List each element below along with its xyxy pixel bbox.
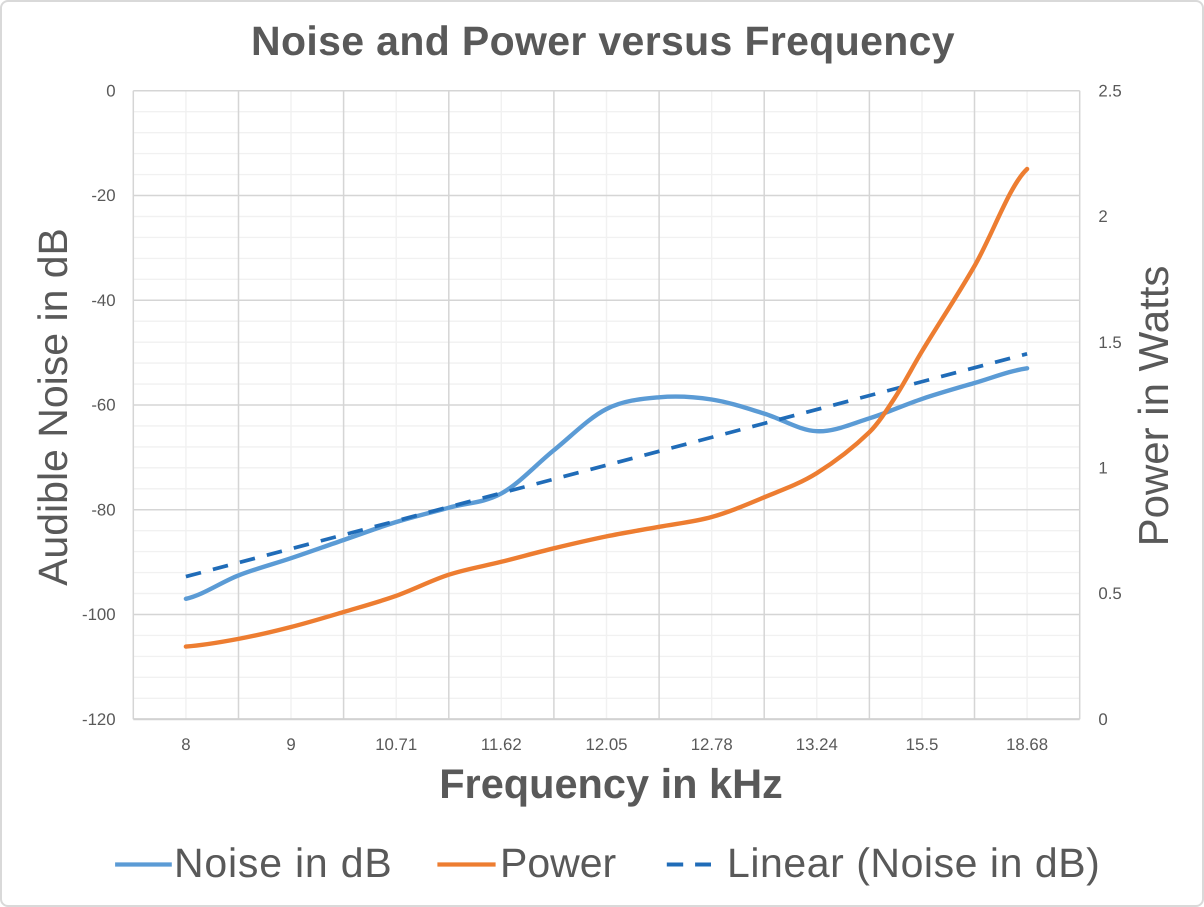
svg-text:-100: -100 (82, 605, 116, 624)
svg-text:Frequency in kHz: Frequency in kHz (439, 760, 783, 807)
svg-text:Audible Noise in dB: Audible Noise in dB (30, 228, 76, 586)
svg-text:12.05: 12.05 (586, 735, 628, 754)
svg-text:1.5: 1.5 (1098, 333, 1121, 352)
svg-text:2.5: 2.5 (1098, 82, 1121, 101)
svg-text:10.71: 10.71 (375, 735, 417, 754)
svg-text:-60: -60 (91, 396, 115, 415)
svg-text:0: 0 (1098, 710, 1107, 729)
svg-text:12.78: 12.78 (691, 735, 733, 754)
svg-text:Power: Power (500, 840, 616, 886)
svg-text:8: 8 (181, 735, 190, 754)
svg-text:1: 1 (1098, 459, 1107, 478)
svg-text:Linear (Noise in dB): Linear (Noise in dB) (727, 840, 1100, 886)
svg-text:-120: -120 (82, 710, 116, 729)
svg-text:0: 0 (106, 82, 115, 101)
svg-text:18.68: 18.68 (1006, 735, 1048, 754)
svg-text:11.62: 11.62 (481, 735, 522, 754)
svg-text:0.5: 0.5 (1098, 584, 1121, 603)
svg-text:15.5: 15.5 (906, 735, 939, 754)
svg-text:2: 2 (1098, 207, 1107, 226)
svg-text:Power in Watts: Power in Watts (1130, 266, 1177, 547)
svg-text:-20: -20 (91, 186, 115, 205)
svg-text:Noise and Power versus Frequen: Noise and Power versus Frequency (251, 18, 955, 64)
svg-text:Noise in dB: Noise in dB (174, 840, 392, 886)
svg-text:-80: -80 (91, 500, 115, 519)
svg-text:-40: -40 (91, 291, 115, 310)
svg-text:13.24: 13.24 (796, 735, 838, 754)
svg-text:9: 9 (286, 735, 295, 754)
